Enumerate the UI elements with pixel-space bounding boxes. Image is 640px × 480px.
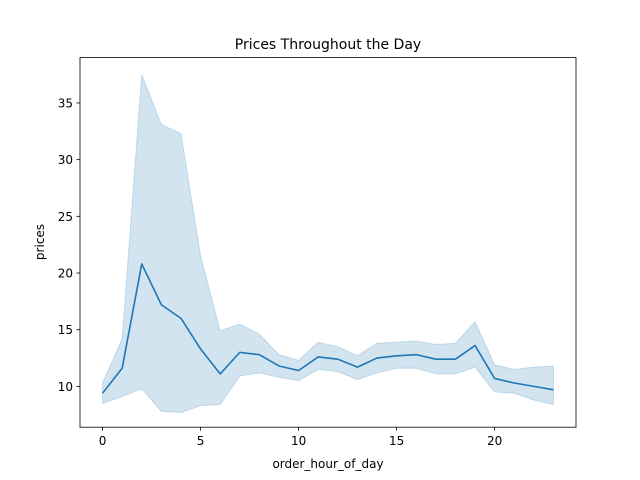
x-tick-label: 5 (197, 434, 205, 448)
confidence-band (102, 74, 554, 413)
plot-area (101, 74, 554, 413)
y-tick-label: 20 (58, 267, 73, 281)
y-tick-label: 35 (58, 96, 73, 110)
y-tick-label: 10 (58, 380, 73, 394)
x-tick-label: 15 (389, 434, 404, 448)
chart-title: Prices Throughout the Day (235, 37, 421, 53)
series-line (101, 263, 554, 394)
x-axis-label: order_hour_of_day (272, 457, 383, 471)
y-tick-label: 25 (58, 210, 73, 224)
y-axis-label: prices (33, 224, 47, 260)
x-tick-label: 10 (291, 434, 306, 448)
y-tick-label: 15 (58, 323, 73, 337)
x-tick-label: 0 (99, 434, 107, 448)
y-tick-label: 30 (58, 153, 73, 167)
y-axis: 10 15 20 25 30 35 (58, 96, 80, 394)
x-axis: 0 5 10 15 20 (99, 427, 502, 448)
x-tick-label: 20 (487, 434, 502, 448)
axes-frame (79, 57, 577, 428)
